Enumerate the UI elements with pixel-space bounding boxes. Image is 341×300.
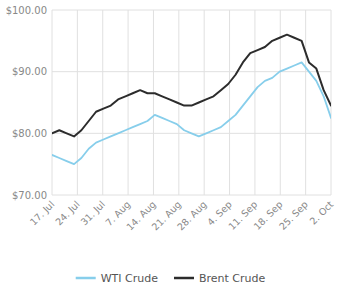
grid <box>52 10 331 195</box>
x-tick-label: 31. Jul <box>78 199 107 228</box>
y-tick-label: $70.00 <box>12 190 47 201</box>
legend-item: WTI Crude <box>76 272 158 285</box>
x-grid-line <box>77 10 78 195</box>
x-grid-line <box>204 10 205 195</box>
series-line <box>52 35 331 137</box>
y-grid-line <box>52 195 331 196</box>
chart: $70.00 $80.00 $90.00 $100.00 17. Jul24. Jul3… <box>0 0 341 300</box>
legend-swatch <box>174 277 194 280</box>
axes: $70.00 $80.00 $90.00 $100.00 17. Jul24. Jul3… <box>6 5 336 233</box>
x-grid-line <box>305 10 306 195</box>
x-grid-line <box>254 10 255 195</box>
legend-label: Brent Crude <box>199 272 266 285</box>
legend-item: Brent Crude <box>174 272 266 285</box>
x-tick-label: 2. Oct <box>307 198 335 226</box>
x-grid-line <box>229 10 230 195</box>
x-grid-line <box>153 10 154 195</box>
y-tick-label: $90.00 <box>12 66 47 77</box>
x-tick-label: 24. Jul <box>53 199 82 228</box>
x-grid-line <box>52 10 53 195</box>
legend: WTI Crude Brent Crude <box>76 272 266 285</box>
x-tick-label: 25. Sep <box>277 199 310 232</box>
lines <box>52 35 331 165</box>
x-grid-line <box>128 10 129 195</box>
x-grid-line <box>102 10 103 195</box>
legend-swatch <box>76 277 96 280</box>
y-grid-line <box>52 10 331 11</box>
legend-label: WTI Crude <box>101 272 158 285</box>
y-tick-label: $100.00 <box>6 5 47 16</box>
y-tick-label: $80.00 <box>12 128 47 139</box>
x-tick-label: 28. Aug <box>175 199 209 233</box>
x-tick-label: 17. Jul <box>28 199 57 228</box>
x-grid-line <box>331 10 332 195</box>
y-grid-line <box>52 71 331 72</box>
